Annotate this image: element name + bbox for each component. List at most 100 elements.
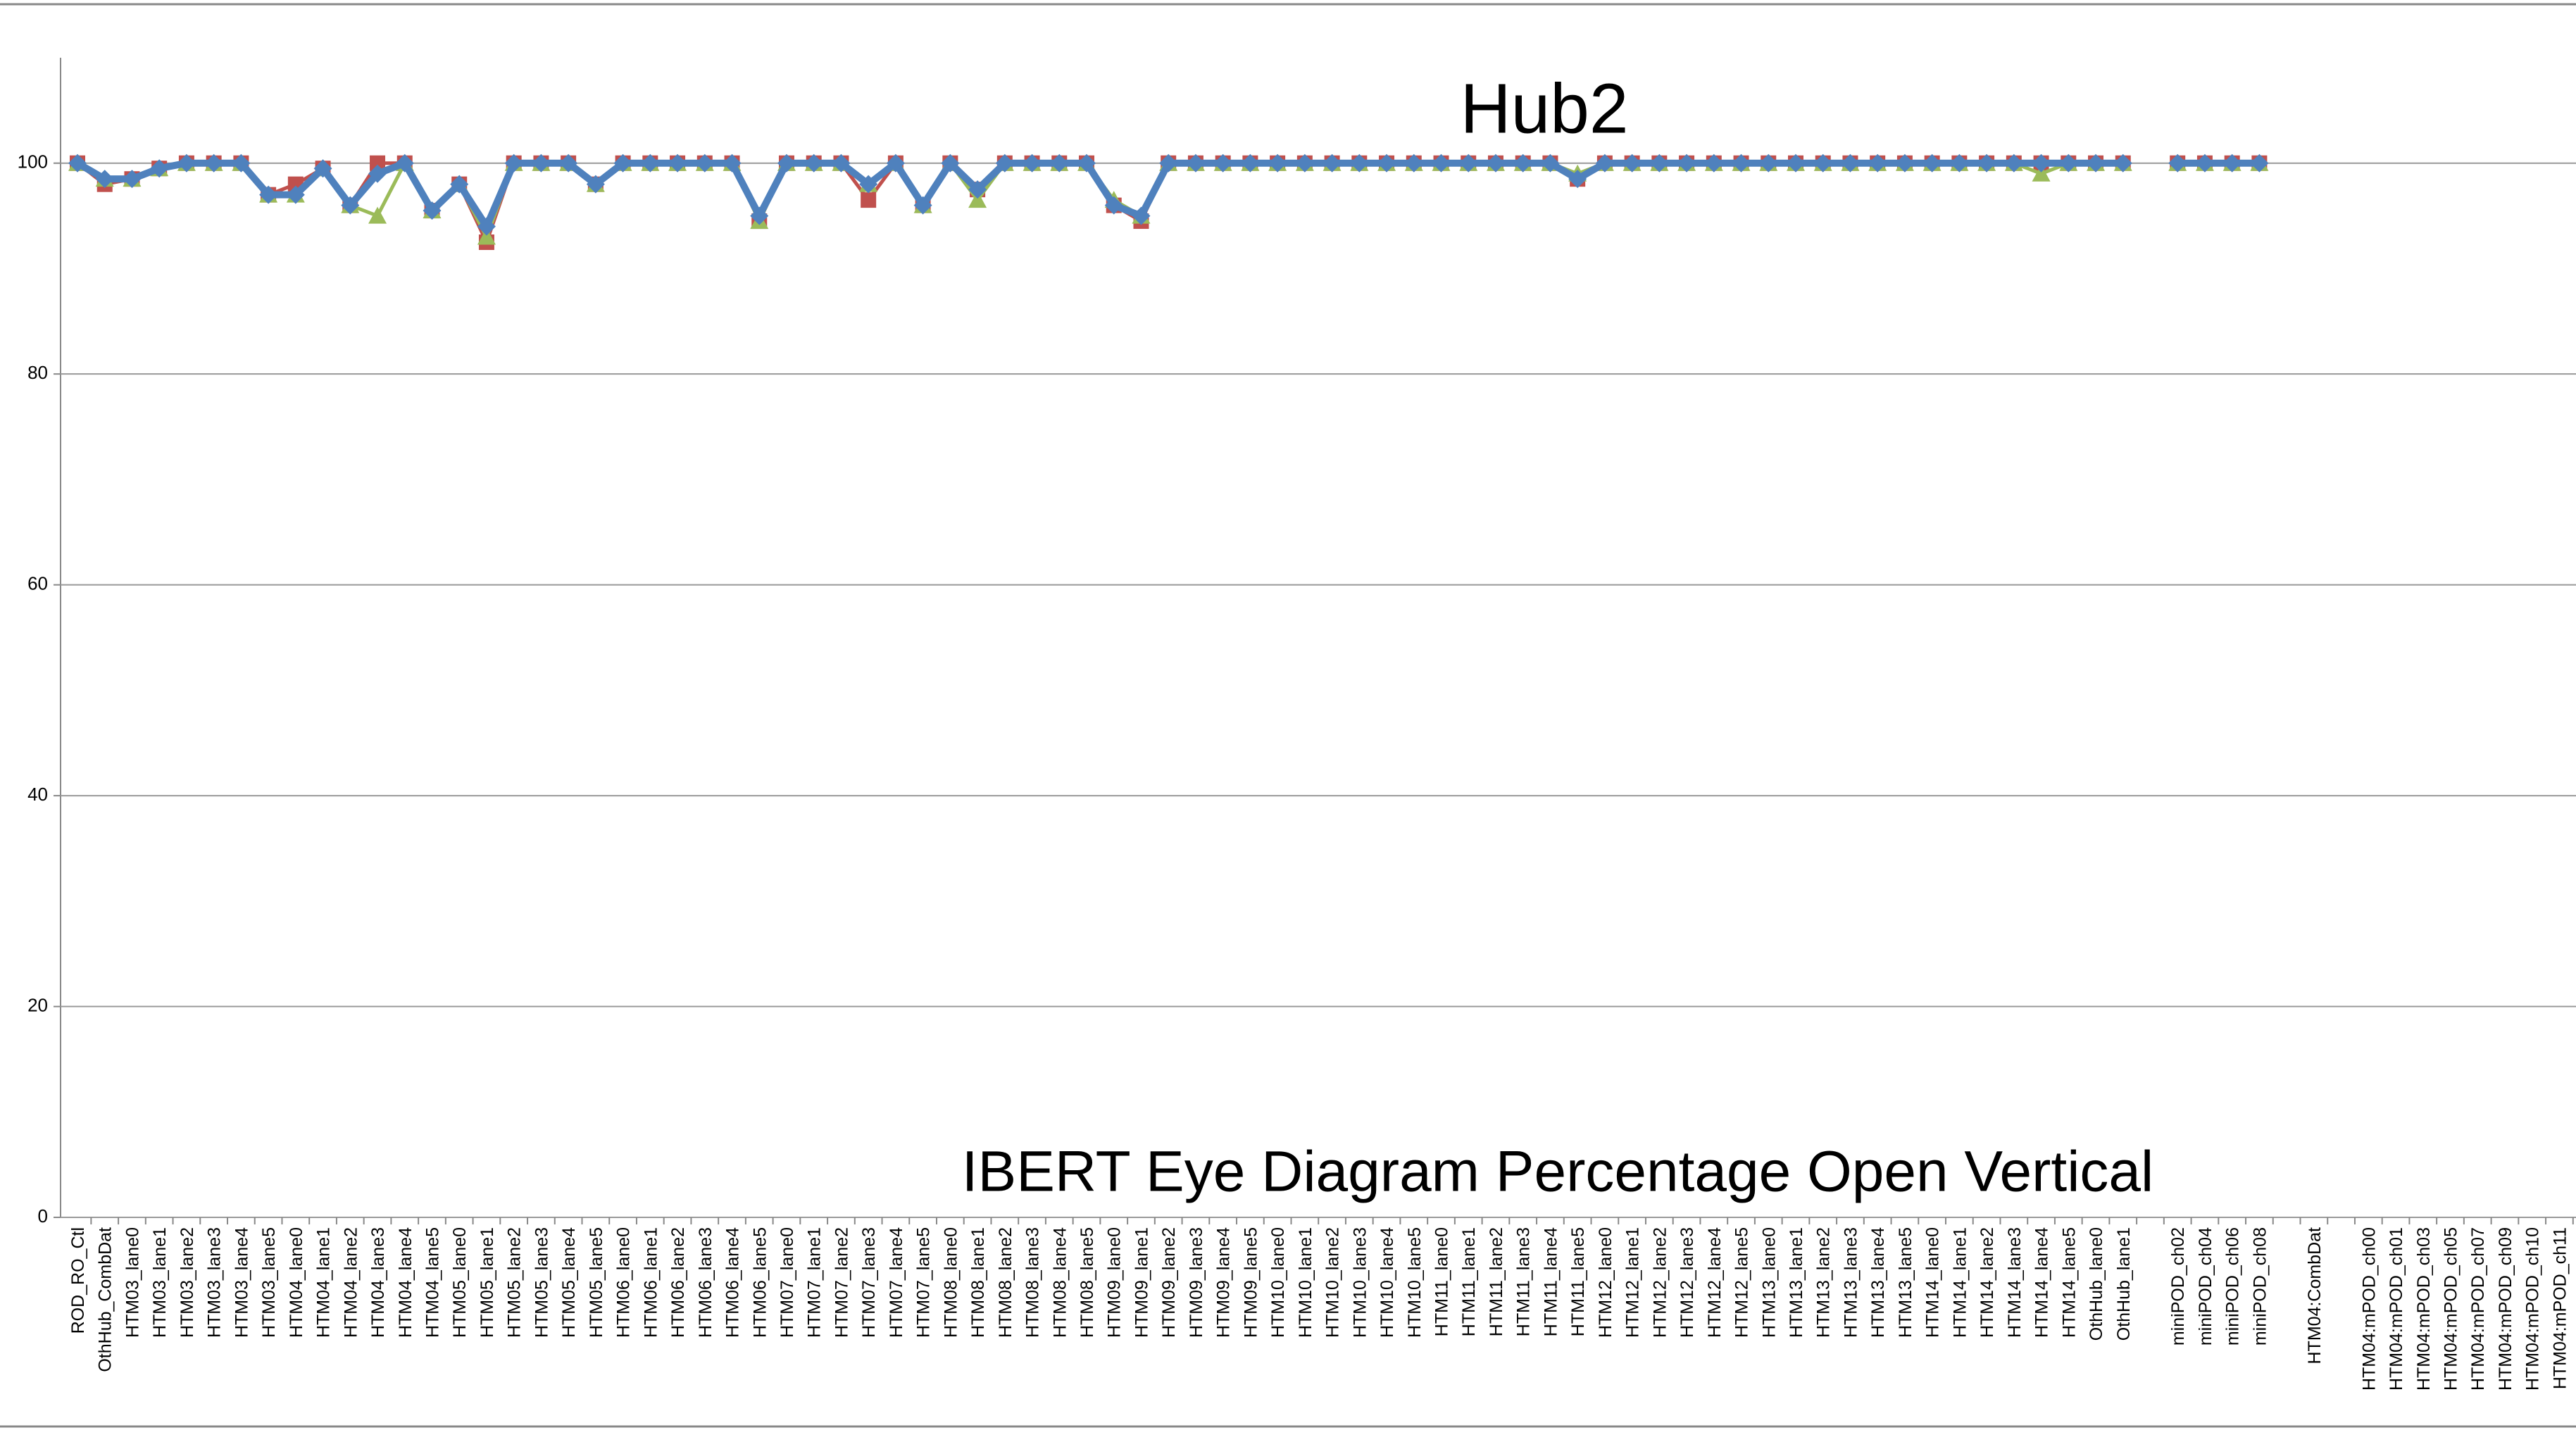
x-tick-label: OthHub_CombDat bbox=[96, 1227, 115, 1372]
x-tick-label: HTM04_lane3 bbox=[368, 1227, 388, 1338]
x-tick-label: HTM08_lane0 bbox=[941, 1227, 961, 1338]
marker bbox=[1050, 153, 1069, 173]
y-tick-label: 100 bbox=[18, 151, 48, 173]
marker bbox=[313, 159, 332, 178]
y-tick-label: 60 bbox=[27, 573, 48, 594]
marker bbox=[1404, 153, 1423, 173]
marker bbox=[641, 153, 660, 173]
x-tick-label: HTM06_lane4 bbox=[723, 1227, 743, 1338]
marker bbox=[532, 153, 551, 173]
x-tick-label: HTM06_lane1 bbox=[641, 1227, 661, 1338]
x-tick-label: HTM08_lane4 bbox=[1050, 1227, 1070, 1338]
x-tick-label: HTM13_lane4 bbox=[1868, 1227, 1888, 1338]
x-tick-label: ROD_RO_Ctl bbox=[68, 1227, 88, 1334]
marker bbox=[2168, 153, 2187, 173]
marker bbox=[1786, 153, 1805, 173]
x-tick-label: HTM04_lane5 bbox=[423, 1227, 442, 1338]
x-tick-label: HTM14_lane5 bbox=[2059, 1227, 2079, 1338]
x-tick-label: HTM04:mPOD_ch01 bbox=[2387, 1227, 2406, 1391]
x-tick-label: HTM10_lane3 bbox=[1350, 1227, 1370, 1338]
marker bbox=[1977, 153, 1996, 173]
x-tick-label: HTM14_lane3 bbox=[2005, 1227, 2025, 1338]
x-tick-label: HTM08_lane3 bbox=[1023, 1227, 1043, 1338]
x-tick-label: HTM13_lane2 bbox=[1814, 1227, 1834, 1338]
marker bbox=[1295, 153, 1314, 173]
marker bbox=[586, 175, 605, 194]
marker bbox=[1732, 153, 1751, 173]
x-tick-label: HTM07_lane1 bbox=[805, 1227, 825, 1338]
x-tick-label: HTM08_lane2 bbox=[996, 1227, 1015, 1338]
marker bbox=[450, 175, 469, 194]
x-tick-label: HTM03_lane4 bbox=[232, 1227, 251, 1338]
marker bbox=[1950, 153, 1969, 173]
marker bbox=[2195, 153, 2214, 173]
marker bbox=[370, 155, 386, 171]
marker bbox=[1268, 153, 1287, 173]
x-tick-label: HTM10_lane5 bbox=[1405, 1227, 1425, 1338]
x-tick-label: HTM10_lane4 bbox=[1377, 1227, 1397, 1338]
marker bbox=[1104, 196, 1123, 215]
marker bbox=[2087, 153, 2106, 173]
x-tick-label: OthHub_lane1 bbox=[2114, 1227, 2134, 1341]
marker bbox=[968, 191, 987, 208]
marker bbox=[1377, 153, 1396, 173]
marker bbox=[423, 201, 442, 220]
marker bbox=[1159, 153, 1178, 173]
x-tick-label: HTM11_lane2 bbox=[1487, 1227, 1506, 1336]
x-tick-label: HTM11_lane0 bbox=[1432, 1227, 1452, 1336]
x-tick-label: HTM07_lane4 bbox=[887, 1227, 906, 1338]
series-line bbox=[76, 161, 2260, 244]
x-tick-label: HTM07_lane3 bbox=[859, 1227, 879, 1338]
marker bbox=[2032, 164, 2051, 182]
x-tick-label: HTM04:mPOD_ch09 bbox=[2496, 1227, 2515, 1391]
marker bbox=[1132, 206, 1151, 225]
marker bbox=[368, 206, 387, 224]
x-axis-title: IBERT Eye Diagram Percentage Open Vertic… bbox=[962, 1140, 2154, 1204]
marker bbox=[1622, 153, 1642, 173]
x-tick-label: HTM11_lane3 bbox=[1514, 1227, 1534, 1336]
marker bbox=[123, 170, 142, 189]
y-tick-label: 20 bbox=[27, 994, 48, 1015]
marker bbox=[68, 153, 87, 173]
x-tick-label: HTM04:mPOD_ch03 bbox=[2414, 1227, 2434, 1391]
x-tick-label: HTM10_lane2 bbox=[1323, 1227, 1343, 1338]
x-tick-label: HTM06_lane5 bbox=[750, 1227, 770, 1338]
x-tick-label: HTM14_lane2 bbox=[1977, 1227, 1997, 1338]
x-tick-label: HTM12_lane0 bbox=[1596, 1227, 1615, 1338]
marker bbox=[861, 192, 877, 208]
marker bbox=[1241, 153, 1260, 173]
x-tick-label: HTM08_lane5 bbox=[1077, 1227, 1097, 1338]
marker bbox=[913, 196, 932, 215]
marker bbox=[477, 217, 496, 236]
marker bbox=[259, 185, 278, 204]
x-tick-label: HTM11_lane1 bbox=[1459, 1227, 1479, 1336]
x-tick-label: miniPOD_ch06 bbox=[2223, 1227, 2243, 1346]
x-tick-label: HTM12_lane4 bbox=[1705, 1227, 1725, 1338]
y-tick-label: 40 bbox=[27, 784, 48, 805]
series-line bbox=[75, 159, 2260, 230]
x-tick-label: HTM04:mPOD_ch00 bbox=[2359, 1227, 2379, 1391]
marker bbox=[1650, 153, 1669, 173]
x-tick-label: HTM11_lane4 bbox=[1541, 1227, 1561, 1336]
x-tick-label: HTM13_lane1 bbox=[1787, 1227, 1806, 1338]
marker bbox=[1813, 153, 1832, 173]
x-tick-label: HTM09_lane1 bbox=[1132, 1227, 1151, 1338]
marker bbox=[2059, 153, 2078, 173]
marker bbox=[1868, 153, 1887, 173]
marker bbox=[559, 153, 578, 173]
marker bbox=[1077, 153, 1096, 173]
marker bbox=[504, 153, 523, 173]
marker bbox=[204, 153, 223, 173]
x-tick-label: HTM06_lane0 bbox=[614, 1227, 634, 1338]
x-tick-label: HTM05_lane2 bbox=[505, 1227, 525, 1338]
x-tick-label: miniPOD_ch02 bbox=[2168, 1227, 2188, 1346]
x-tick-label: HTM05_lane3 bbox=[532, 1227, 551, 1338]
marker bbox=[859, 175, 878, 194]
marker bbox=[1922, 153, 1942, 173]
marker bbox=[1350, 153, 1369, 173]
marker bbox=[95, 170, 114, 189]
marker bbox=[1568, 170, 1587, 189]
x-tick-label: HTM03_lane2 bbox=[177, 1227, 197, 1338]
